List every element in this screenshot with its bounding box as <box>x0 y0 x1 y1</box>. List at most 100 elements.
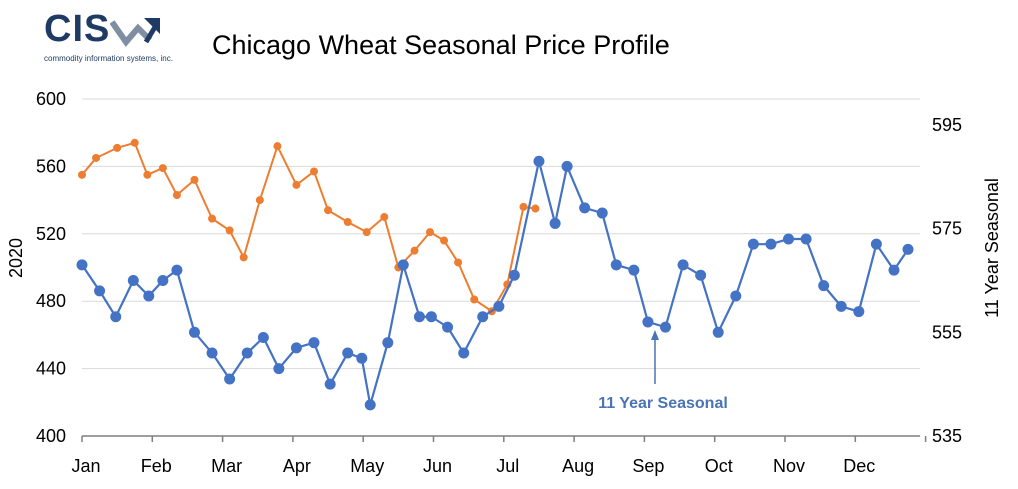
seasonal-point <box>853 306 865 318</box>
price-2020-point <box>190 175 199 184</box>
seasonal-point <box>110 311 122 323</box>
price-2020-point <box>362 228 371 237</box>
x-tick-label: Aug <box>562 456 594 476</box>
seasonal-point <box>188 326 200 338</box>
seasonal-point <box>677 259 689 271</box>
seasonal-point <box>308 337 320 349</box>
right-axis-label: 11 Year Seasonal <box>982 178 1002 318</box>
seasonal-point <box>257 331 269 343</box>
seasonal-point <box>533 155 545 167</box>
annotation-arrow-head <box>651 330 659 340</box>
price-2020-point <box>292 180 301 189</box>
seasonal-point <box>342 347 354 359</box>
price-2020-point <box>172 191 181 200</box>
price-2020-point <box>255 196 264 205</box>
x-tick-label: May <box>350 456 384 476</box>
seasonal-point <box>356 352 368 364</box>
price-2020-point <box>309 167 318 176</box>
seasonal-point <box>549 217 561 229</box>
seasonal-point <box>561 160 573 172</box>
price-2020-point <box>239 253 248 262</box>
seasonal-point <box>143 290 155 302</box>
right-tick-label: 595 <box>932 115 962 135</box>
seasonal-point <box>127 274 139 286</box>
seasonal-point <box>610 259 622 271</box>
price-2020-point <box>324 206 333 215</box>
right-tick-label: 535 <box>932 426 962 446</box>
seasonal-point <box>206 347 218 359</box>
price-2020-point <box>470 295 479 304</box>
annotation-label: 11 Year Seasonal <box>598 395 728 412</box>
seasonal-point <box>628 264 640 276</box>
seasonal-point <box>458 347 470 359</box>
seasonal-point <box>477 311 489 323</box>
x-tick-label: Jul <box>496 456 519 476</box>
x-tick-label: Dec <box>843 456 875 476</box>
seasonal-point <box>659 321 671 333</box>
seasonal-point <box>425 311 437 323</box>
price-2020-point <box>343 218 352 227</box>
price-2020-point <box>531 204 540 213</box>
x-tick-label: Feb <box>141 456 172 476</box>
seasonal-point <box>241 347 253 359</box>
seasonal-point <box>765 238 777 250</box>
left-tick-label: 560 <box>36 156 66 176</box>
seasonal-point <box>902 243 914 255</box>
seasonal-point <box>642 316 654 328</box>
x-tick-label: Mar <box>211 456 242 476</box>
x-tick-label: Jan <box>71 456 100 476</box>
left-tick-label: 480 <box>36 291 66 311</box>
seasonal-point <box>596 207 608 219</box>
price-2020-point <box>92 153 101 162</box>
right-tick-label: 575 <box>932 219 962 239</box>
left-tick-label: 600 <box>36 89 66 109</box>
seasonal-point <box>273 363 285 375</box>
price-2020-line <box>81 141 536 313</box>
x-tick-label: Oct <box>705 456 733 476</box>
seasonal-point <box>712 326 724 338</box>
price-2020-point <box>225 226 234 235</box>
logo-text: CIS <box>44 8 111 50</box>
seasonal-point <box>579 202 591 214</box>
x-tick-label: Nov <box>773 456 805 476</box>
seasonal-point <box>730 290 742 302</box>
left-axis-label: 2020 <box>6 238 26 278</box>
price-2020-point <box>113 143 122 152</box>
price-2020-point <box>130 138 139 147</box>
chart-title: Chicago Wheat Seasonal Price Profile <box>212 30 670 60</box>
seasonal-point <box>888 264 900 276</box>
seasonal-point <box>290 342 302 354</box>
price-2020-point <box>380 212 389 221</box>
price-2020-point <box>440 236 449 245</box>
seasonal-point <box>783 233 795 245</box>
price-2020-point <box>454 258 463 267</box>
seasonal-point <box>835 300 847 312</box>
price-2020-point <box>410 246 419 255</box>
seasonal-point <box>747 238 759 250</box>
cis-logo: CIS commodity information systems, inc. <box>44 8 174 72</box>
price-2020-point <box>158 164 167 173</box>
x-tick-label: Jun <box>423 456 452 476</box>
price-2020-point <box>519 202 528 211</box>
left-tick-label: 400 <box>36 426 66 446</box>
seasonal-point <box>695 269 707 281</box>
seasonal-point <box>382 337 394 349</box>
left-tick-label: 440 <box>36 359 66 379</box>
seasonal-point <box>493 300 505 312</box>
price-2020-point <box>78 170 86 179</box>
logo-mark-icon <box>110 18 161 47</box>
left-tick-label: 520 <box>36 224 66 244</box>
logo-subtitle: commodity information systems, inc. <box>44 54 173 63</box>
price-2020-point <box>208 214 217 223</box>
x-tick-label: Apr <box>283 456 311 476</box>
price-2020-point <box>143 170 152 179</box>
seasonal-point <box>413 311 425 323</box>
seasonal-point <box>442 321 454 333</box>
seasonal-point <box>157 274 169 286</box>
seasonal-point <box>397 259 409 271</box>
seasonal-point <box>76 259 88 271</box>
seasonal-point <box>508 269 520 281</box>
price-2020-point <box>425 228 434 237</box>
right-tick-label: 555 <box>932 322 962 342</box>
